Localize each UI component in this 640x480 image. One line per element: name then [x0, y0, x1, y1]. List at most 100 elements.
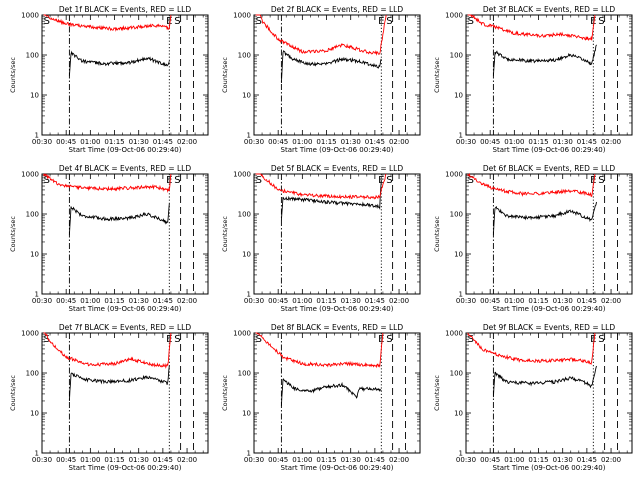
x-tick-label: 00:30 [456, 297, 476, 305]
x-tick-label: 01:45 [153, 456, 173, 464]
x-tick-label: 00:30 [456, 456, 476, 464]
x-tick-label: 01:30 [129, 138, 149, 146]
detector-chart: Det 7f BLACK = Events, RED = LLD Counts/s… [9, 323, 209, 472]
event-marker-label: S [386, 334, 392, 345]
y-tick-label: 1 [247, 450, 251, 458]
y-axis-label: Counts/sec [433, 216, 441, 252]
chart-title: Det 2f BLACK = Events, RED = LLD [271, 5, 404, 14]
plot-frame [41, 173, 209, 295]
events-series-line [492, 44, 597, 76]
x-tick-label: 02:00 [177, 456, 197, 464]
event-marker-label: E [166, 334, 172, 345]
lld-series-line [255, 332, 384, 369]
y-tick-label: 1 [35, 291, 39, 299]
detector-chart: Det 9f BLACK = Events, RED = LLD Counts/s… [433, 323, 633, 472]
y-tick-label: 10 [454, 251, 463, 259]
event-marker-label: S [598, 175, 604, 186]
x-tick-label: 01:30 [129, 297, 149, 305]
event-marker-label: S [386, 175, 392, 186]
x-tick-label: 02:00 [389, 138, 409, 146]
x-tick-label: 01:00 [504, 138, 524, 146]
events-series-line [492, 201, 597, 235]
start-marker-label: S [468, 334, 474, 345]
event-marker-label: S [598, 334, 604, 345]
plot-frame [253, 332, 421, 454]
x-tick-label: 01:30 [553, 297, 573, 305]
y-tick-label: 100 [238, 211, 251, 219]
x-tick-label: 01:15 [104, 138, 124, 146]
y-tick-label: 1 [247, 291, 251, 299]
y-tick-label: 100 [450, 52, 463, 60]
x-tick-label: 01:45 [153, 138, 173, 146]
plot-frame [253, 173, 421, 295]
lld-series-line [255, 14, 387, 56]
x-tick-label: 02:00 [601, 297, 621, 305]
x-axis-label: Start Time (09-Oct-06 00:29:40) [281, 305, 394, 313]
detector-chart: Det 6f BLACK = Events, RED = LLD Counts/s… [433, 164, 633, 313]
y-axis-label: Counts/sec [9, 375, 17, 411]
x-tick-label: 01:15 [316, 297, 336, 305]
x-tick-label: 01:15 [528, 138, 548, 146]
detector-chart: Det 8f BLACK = Events, RED = LLD Counts/s… [221, 323, 421, 472]
x-tick-label: 01:45 [577, 297, 597, 305]
start-marker-label: S [44, 16, 50, 27]
events-series-line [280, 50, 382, 84]
lld-series-line [467, 14, 596, 42]
x-tick-label: 00:30 [244, 456, 264, 464]
y-tick-label: 1000 [445, 12, 463, 20]
x-tick-label: 01:45 [365, 297, 385, 305]
x-tick-label: 01:00 [80, 138, 100, 146]
y-tick-label: 1 [459, 450, 463, 458]
detector-chart: Det 5f BLACK = Events, RED = LLD Counts/s… [221, 164, 421, 313]
start-marker-label: S [468, 175, 474, 186]
y-tick-label: 100 [238, 370, 251, 378]
y-tick-label: 1000 [233, 12, 251, 20]
x-axis-label: Start Time (09-Oct-06 00:29:40) [493, 146, 606, 154]
lld-series-line [43, 14, 172, 32]
plot-frame [41, 332, 209, 454]
events-series-line [280, 180, 382, 221]
y-tick-label: 1 [459, 291, 463, 299]
x-tick-label: 00:45 [56, 138, 76, 146]
y-tick-label: 100 [26, 370, 39, 378]
x-axis-label: Start Time (09-Oct-06 00:29:40) [493, 464, 606, 472]
detector-chart: Det 4f BLACK = Events, RED = LLD Counts/s… [9, 164, 209, 313]
y-tick-label: 10 [242, 251, 251, 259]
x-axis-label: Start Time (09-Oct-06 00:29:40) [69, 464, 182, 472]
y-tick-label: 1000 [21, 12, 39, 20]
y-tick-label: 1000 [21, 171, 39, 179]
chart-title: Det 9f BLACK = Events, RED = LLD [483, 323, 616, 332]
y-tick-label: 1000 [233, 330, 251, 338]
chart-title: Det 3f BLACK = Events, RED = LLD [483, 5, 616, 14]
x-tick-label: 00:45 [56, 297, 76, 305]
y-tick-label: 1 [459, 132, 463, 140]
x-tick-label: 01:30 [341, 138, 361, 146]
x-tick-label: 01:45 [365, 138, 385, 146]
x-axis-label: Start Time (09-Oct-06 00:29:40) [69, 305, 182, 313]
start-marker-label: S [256, 175, 262, 186]
y-axis-label: Counts/sec [221, 375, 229, 411]
events-series-line [280, 378, 382, 407]
x-tick-label: 01:45 [153, 297, 173, 305]
x-axis-label: Start Time (09-Oct-06 00:29:40) [69, 146, 182, 154]
event-marker-label: E [590, 334, 596, 345]
y-axis-label: Counts/sec [433, 375, 441, 411]
y-tick-label: 10 [30, 251, 39, 259]
event-marker-label: S [386, 16, 392, 27]
x-tick-label: 00:45 [268, 297, 288, 305]
x-tick-label: 01:00 [292, 456, 312, 464]
y-tick-label: 1 [35, 132, 39, 140]
y-axis-label: Counts/sec [433, 57, 441, 93]
y-tick-label: 1 [247, 132, 251, 140]
detector-chart: Det 1f BLACK = Events, RED = LLD Counts/s… [9, 5, 209, 154]
x-tick-label: 02:00 [389, 297, 409, 305]
lld-series-line [255, 173, 387, 200]
plot-frame [41, 14, 209, 136]
start-marker-label: S [256, 334, 262, 345]
detector-chart: Det 3f BLACK = Events, RED = LLD Counts/s… [433, 5, 633, 154]
plot-frame [465, 14, 633, 136]
start-marker-label: S [256, 16, 262, 27]
x-tick-label: 01:45 [577, 138, 597, 146]
x-tick-label: 01:15 [104, 297, 124, 305]
chart-title: Det 6f BLACK = Events, RED = LLD [483, 164, 616, 173]
